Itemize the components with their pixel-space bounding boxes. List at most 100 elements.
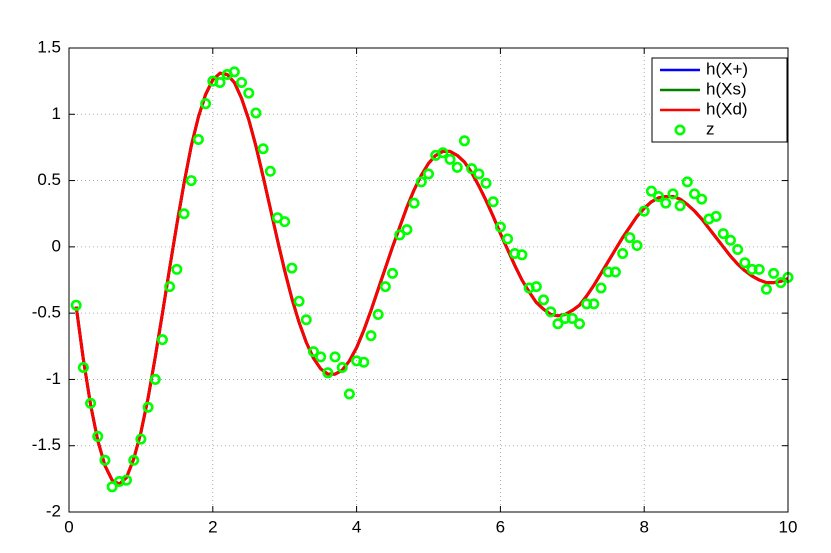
data-point [739,257,751,269]
data-point [681,176,693,188]
data-point [674,200,686,212]
data-point [502,233,514,245]
data-point [696,193,708,205]
data-point [415,176,427,188]
legend-label: z [706,119,715,138]
data-point [372,308,384,320]
data-point [473,168,485,180]
data-point [156,334,168,346]
data-point [128,454,140,466]
data-point [480,177,492,189]
x-tick-label: 10 [779,517,798,536]
data-point [573,318,585,330]
data-point [458,135,470,147]
data-point [379,281,391,293]
x-tick-label: 6 [496,517,505,536]
data-point [624,232,636,244]
data-point [667,188,679,200]
y-tick-label: 0.5 [37,170,61,189]
y-tick-label: 0 [52,236,61,255]
data-point [343,388,355,400]
data-point [279,216,291,228]
x-tick-label: 8 [639,517,648,536]
data-point [322,367,334,379]
data-point [77,361,89,373]
legend-label: h(X+) [706,59,748,78]
y-tick-label: -2 [46,501,61,520]
data-point [171,263,183,275]
data-point [437,147,449,159]
data-point [387,267,399,279]
data-point [609,266,621,278]
data-point [300,314,312,326]
data-point [530,281,542,293]
data-point [336,361,348,373]
data-point [545,306,557,318]
data-point [236,76,248,88]
data-point [466,163,478,175]
x-tick-label: 2 [208,517,217,536]
data-point [451,161,463,173]
y-tick-label: -0.5 [32,303,61,322]
x-tick-label: 4 [352,517,361,536]
data-point [264,165,276,177]
data-point [394,229,406,241]
data-point [566,312,578,324]
data-point [732,244,744,256]
data-point [494,221,506,233]
data-point [228,66,240,78]
data-point [516,249,528,261]
data-point [422,168,434,180]
legend-box [651,57,788,143]
y-tick-label: 1.5 [37,37,61,56]
data-point [243,87,255,99]
data-point [588,298,600,310]
y-tick-label: -1 [46,369,61,388]
data-point [164,281,176,293]
data-point [121,474,133,486]
data-point [365,330,377,342]
data-point [552,318,564,330]
data-point [135,433,147,445]
data-point [645,185,657,197]
legend-label: h(Xs) [706,79,747,98]
data-point [142,401,154,413]
data-point [106,481,118,493]
data-point [70,299,82,311]
data-point [178,208,190,220]
data-point [768,267,780,279]
y-tick-label: 1 [52,104,61,123]
data-point [538,294,550,306]
data-point [710,210,722,222]
data-point [185,175,197,187]
data-point [85,397,97,409]
data-point [487,196,499,208]
data-point [149,373,161,385]
legend-swatch [674,124,686,136]
data-point [401,224,413,236]
data-point [444,153,456,165]
data-point [689,188,701,200]
legend-label: h(Xd) [706,99,748,118]
data-point [717,228,729,240]
data-point [307,346,319,358]
data-point [92,430,104,442]
data-point [753,263,765,275]
data-point [315,351,327,363]
data-point [286,262,298,274]
y-tick-label: -1.5 [32,435,61,454]
data-point [653,190,665,202]
data-point [257,143,269,155]
data-point [595,282,607,294]
data-point [214,76,226,88]
data-point [250,107,262,119]
data-point [760,283,772,295]
data-point [631,240,643,252]
x-tick-label: 0 [64,517,73,536]
data-point [617,247,629,259]
data-point [358,356,370,368]
data-point [775,277,787,289]
data-point [408,197,420,209]
data-point [638,205,650,217]
